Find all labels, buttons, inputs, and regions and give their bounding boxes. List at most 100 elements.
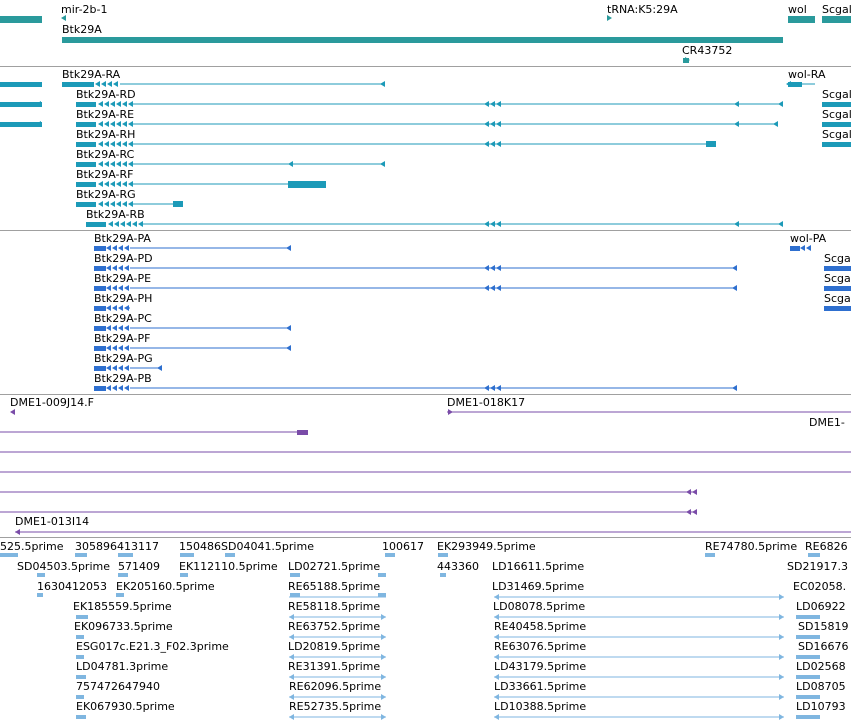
strand-arrow[interactable] <box>289 654 294 660</box>
est-label[interactable]: 305896413117 <box>75 540 159 553</box>
strand-arrow[interactable] <box>61 15 66 21</box>
strand-arrow[interactable] <box>732 385 737 391</box>
est-label[interactable]: 525.5prime <box>0 540 64 553</box>
est-label[interactable]: EC02058. <box>793 580 847 593</box>
strand-arrow[interactable] <box>786 81 791 87</box>
exon-block[interactable] <box>94 366 106 371</box>
strand-arrow[interactable] <box>98 141 103 147</box>
strand-arrow[interactable] <box>110 181 115 187</box>
strand-arrow[interactable] <box>118 305 123 311</box>
est-glyph[interactable] <box>180 573 188 577</box>
transcript-label[interactable]: Btk29A-RF <box>76 168 134 181</box>
transcript-label[interactable]: Btk29A-RH <box>76 128 136 141</box>
exon-block[interactable] <box>683 58 689 63</box>
strand-arrow[interactable] <box>496 101 501 107</box>
strand-arrow[interactable] <box>490 385 495 391</box>
exon-block[interactable] <box>94 306 106 311</box>
est-glyph[interactable] <box>76 615 88 619</box>
est-label[interactable]: 150486SD04041.5prime <box>179 540 314 553</box>
strand-arrow[interactable] <box>104 101 109 107</box>
est-label[interactable]: LD10388.5prime <box>494 700 587 713</box>
est-label[interactable]: EK067930.5prime <box>76 700 175 713</box>
est-label[interactable]: RE62096.5prime <box>289 680 382 693</box>
strand-arrow[interactable] <box>484 221 489 227</box>
est-label[interactable]: RE6826 <box>805 540 848 553</box>
strand-arrow[interactable] <box>98 101 103 107</box>
strand-arrow[interactable] <box>98 181 103 187</box>
est-label[interactable]: 100617 <box>382 540 424 553</box>
transcript-label[interactable]: Btk29A-RG <box>76 188 136 201</box>
strand-arrow[interactable] <box>484 285 489 291</box>
strand-arrow[interactable] <box>110 141 115 147</box>
strand-arrow[interactable] <box>126 221 131 227</box>
strand-arrow[interactable] <box>778 221 783 227</box>
strand-arrow[interactable] <box>128 101 133 107</box>
strand-arrow[interactable] <box>124 345 129 351</box>
est-label[interactable]: SD21917.3 <box>787 560 848 573</box>
strand-arrow[interactable] <box>806 245 811 251</box>
est-label[interactable]: RE74780.5prime <box>705 540 798 553</box>
est-label[interactable]: 571409 <box>118 560 160 573</box>
est-label[interactable]: RE31391.5prime <box>288 660 381 673</box>
clone-label[interactable]: DME1-009J14.F <box>10 396 94 409</box>
est-label[interactable]: SD04503.5prime <box>17 560 110 573</box>
strand-arrow[interactable] <box>132 221 137 227</box>
est-label[interactable]: LD02721.5prime <box>288 560 381 573</box>
strand-arrow[interactable] <box>686 509 691 515</box>
transcript-label[interactable]: Btk29A-RE <box>76 108 135 121</box>
strand-arrow[interactable] <box>110 101 115 107</box>
strand-arrow[interactable] <box>124 265 129 271</box>
strand-arrow[interactable] <box>732 265 737 271</box>
transcript-label-wol[interactable]: wol-RA <box>788 68 826 81</box>
strand-arrow[interactable] <box>98 201 103 207</box>
strand-arrow[interactable] <box>381 714 386 720</box>
est-glyph[interactable] <box>796 635 820 639</box>
strand-arrow[interactable] <box>381 694 386 700</box>
clone-label[interactable]: DME1-018K17 <box>447 396 526 409</box>
strand-arrow[interactable] <box>288 161 293 167</box>
strand-arrow[interactable] <box>107 81 112 87</box>
est-label[interactable]: 443360 <box>437 560 479 573</box>
gene-bar-wol[interactable] <box>788 16 815 23</box>
est-label[interactable]: LD33661.5prime <box>494 680 587 693</box>
est-glyph[interactable] <box>808 553 820 557</box>
strand-arrow[interactable] <box>104 161 109 167</box>
protein-label[interactable]: Btk29A-PA <box>94 232 151 245</box>
transcript-label[interactable]: Btk29A-RA <box>62 68 121 81</box>
strand-arrow[interactable] <box>490 221 495 227</box>
strand-arrow[interactable] <box>116 201 121 207</box>
strand-arrow[interactable] <box>686 489 691 495</box>
exon-block[interactable] <box>288 181 326 188</box>
strand-arrow[interactable] <box>494 614 499 620</box>
strand-arrow[interactable] <box>496 221 501 227</box>
exon-block[interactable] <box>173 201 183 207</box>
strand-arrow[interactable] <box>122 121 127 127</box>
strand-arrow[interactable] <box>98 121 103 127</box>
exon-block[interactable] <box>94 246 106 251</box>
exon-block[interactable] <box>706 141 716 147</box>
strand-arrow[interactable] <box>490 141 495 147</box>
strand-arrow[interactable] <box>138 221 143 227</box>
strand-arrow[interactable] <box>101 81 106 87</box>
strand-arrow[interactable] <box>104 141 109 147</box>
est-glyph[interactable] <box>290 573 300 577</box>
exon-block[interactable] <box>76 122 96 127</box>
strand-arrow[interactable] <box>494 674 499 680</box>
gene-label-btk29a[interactable]: Btk29A <box>62 23 102 36</box>
est-label[interactable]: LD10793 <box>796 700 846 713</box>
strand-arrow[interactable] <box>124 305 129 311</box>
strand-arrow[interactable] <box>607 15 612 21</box>
est-glyph[interactable] <box>705 553 715 557</box>
strand-arrow[interactable] <box>110 201 115 207</box>
protein-label[interactable]: Btk29A-PE <box>94 272 152 285</box>
strand-arrow[interactable] <box>116 161 121 167</box>
strand-arrow[interactable] <box>106 245 111 251</box>
transcript-label-scgal[interactable]: Scgal <box>822 108 851 121</box>
strand-arrow[interactable] <box>779 714 784 720</box>
exon-block[interactable] <box>86 222 106 227</box>
transcript-label[interactable]: Btk29A-RB <box>86 208 145 221</box>
protein-label[interactable]: Btk29A-PH <box>94 292 153 305</box>
gene-bar-btk29a[interactable] <box>62 37 783 43</box>
strand-arrow[interactable] <box>494 634 499 640</box>
strand-arrow[interactable] <box>800 245 805 251</box>
